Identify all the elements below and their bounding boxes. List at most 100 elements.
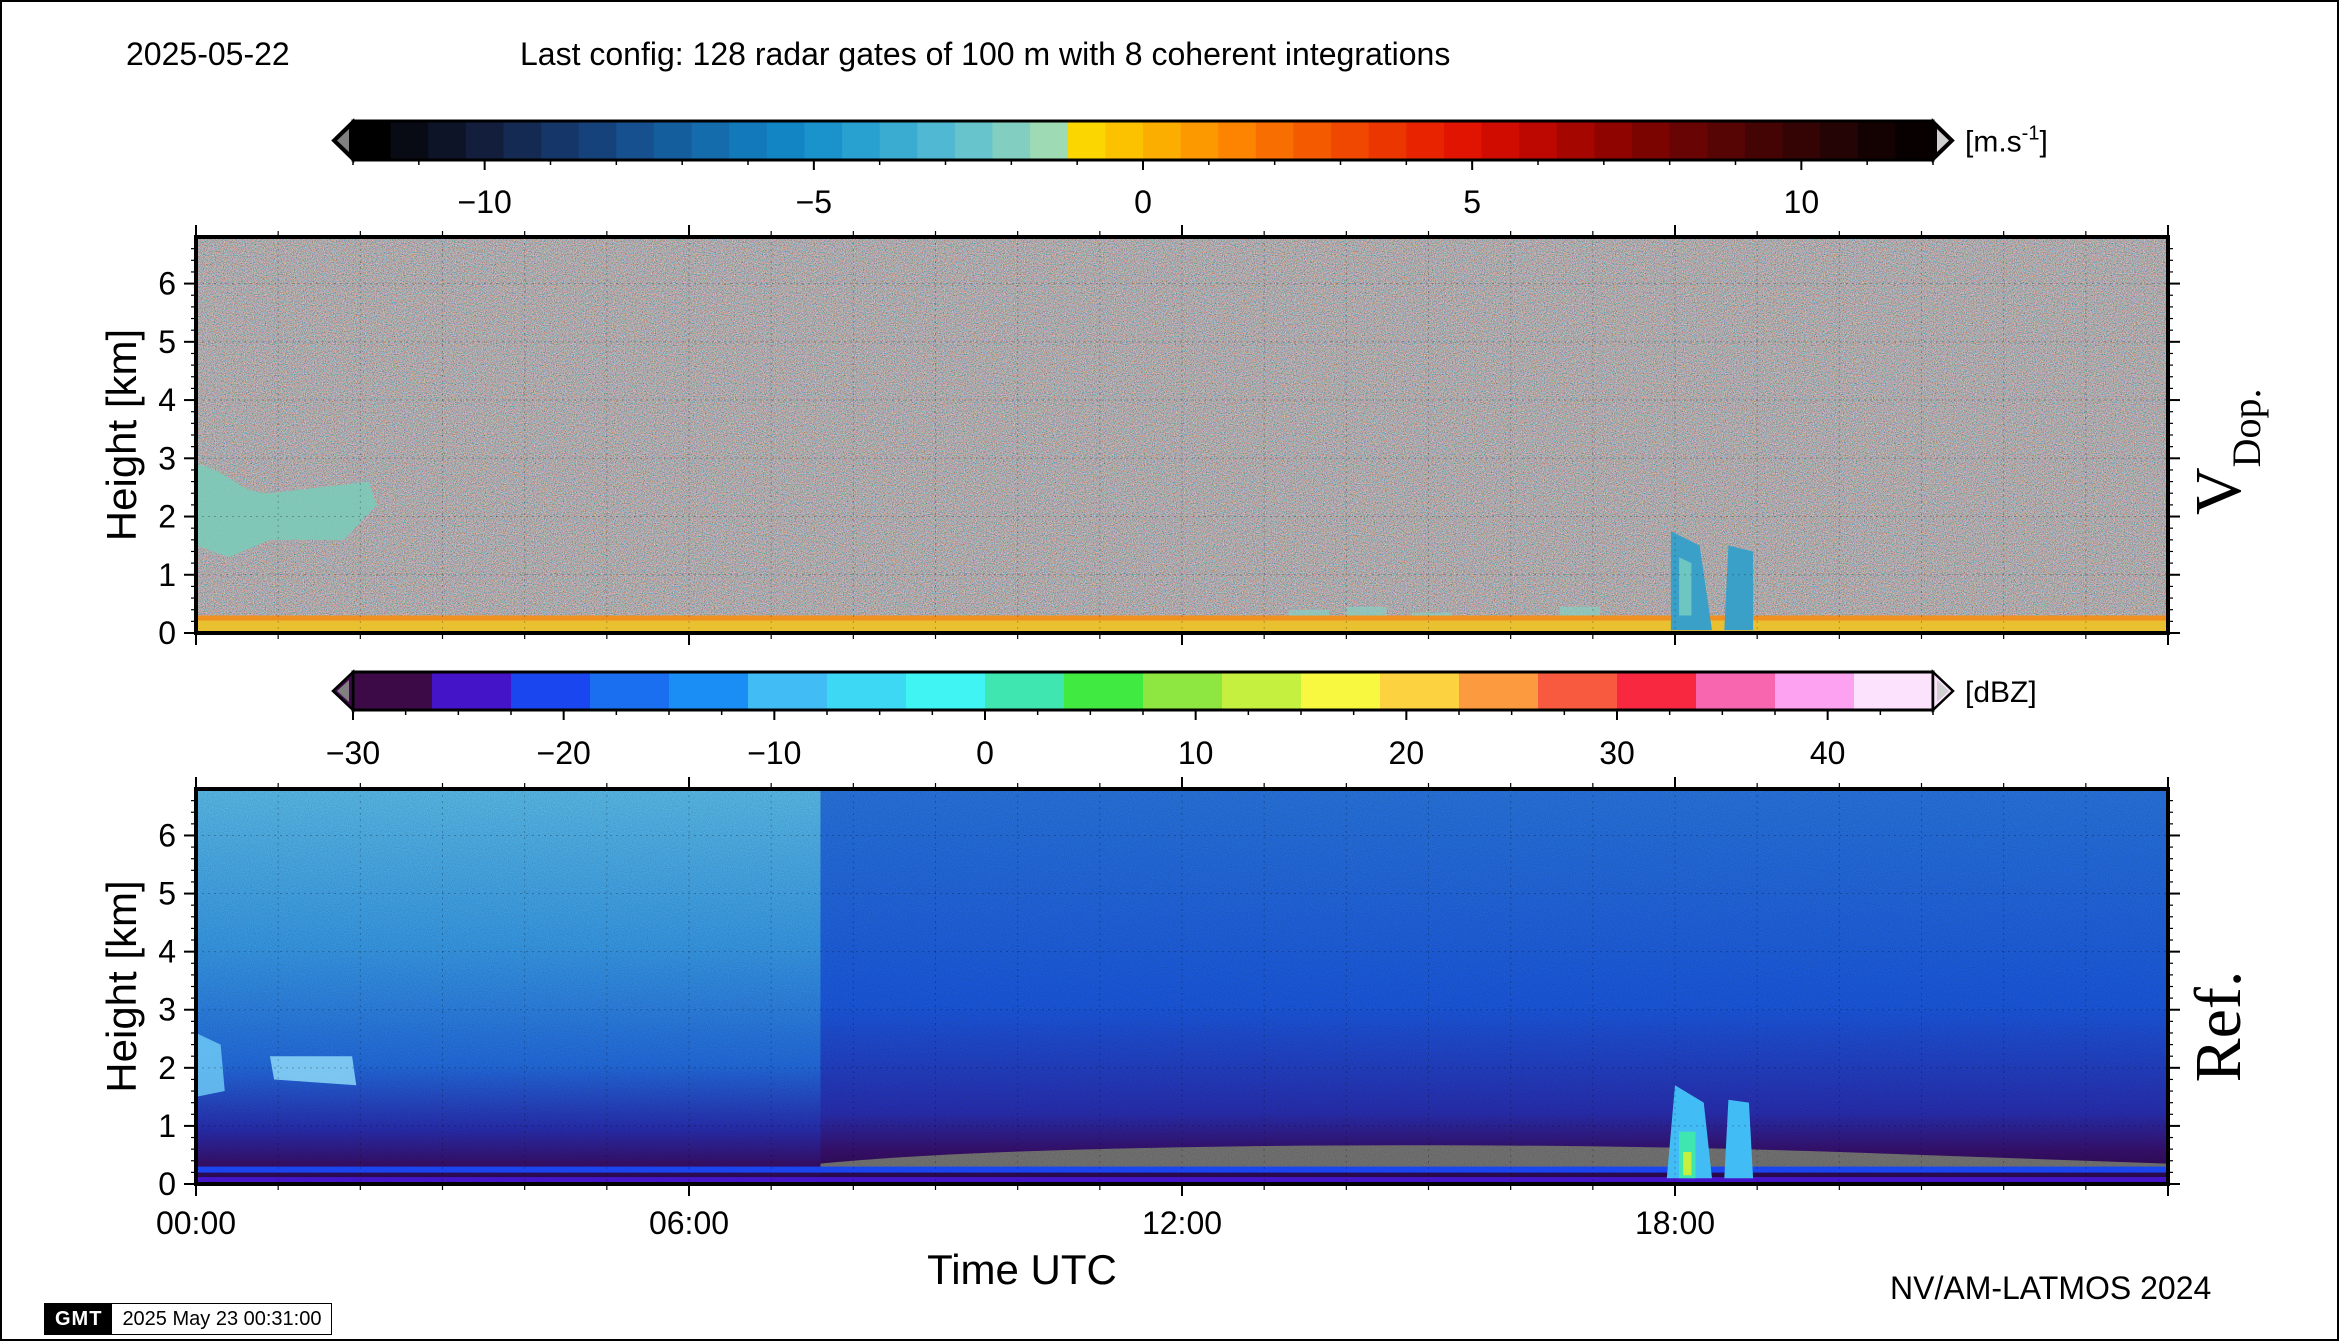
colorbar-swatch	[729, 121, 768, 160]
colorbar-swatch	[1775, 672, 1855, 710]
reflectivity-panel: 0 1 2 3 4 5 6 00:00 06:00 12:00 18:00 Time UTC Heigh…	[98, 777, 2255, 1293]
colorbar-swatch	[1707, 121, 1746, 160]
colorbar-swatch	[766, 121, 806, 160]
ref-cloud-morning-1	[196, 1032, 225, 1097]
doppler-low-echo	[1288, 609, 1329, 616]
panel-label-doppler: VDop.	[2182, 388, 2269, 515]
doppler-noise	[196, 237, 2168, 633]
colorbar-swatch	[1459, 672, 1539, 710]
colorbar-swatch	[1857, 121, 1896, 160]
y-axis-label: Height [km]	[98, 880, 145, 1092]
doppler-low-echo	[1559, 606, 1600, 616]
colorbar-swatch	[1443, 121, 1483, 160]
colorbar-swatch	[1105, 121, 1144, 160]
colorbar-swatch	[1218, 121, 1257, 160]
colorbar-swatch	[1669, 121, 1708, 160]
colorbar-unit: [dBZ]	[1965, 676, 2037, 709]
y-tick-label: 4	[158, 382, 176, 418]
colorbar-swatch	[748, 672, 828, 710]
colorbar-tick-label: −10	[458, 184, 512, 220]
colorbar-swatch	[804, 121, 843, 160]
y-tick-label: 3	[158, 992, 176, 1028]
colorbar-swatch	[1820, 121, 1859, 160]
colorbar-tick-label: 10	[1784, 184, 1820, 220]
colorbar-swatch	[1538, 672, 1618, 710]
doppler-cloud-evening-core	[1679, 557, 1692, 616]
colorbar-tick-label: −10	[747, 735, 801, 771]
gmt-logo-icon: GMT	[45, 1304, 113, 1334]
colorbar-high-arrow-fill	[1937, 129, 1949, 152]
doppler-low-echo	[1412, 612, 1453, 616]
colorbar-swatch	[1222, 672, 1302, 710]
y-tick-label: 1	[158, 557, 176, 593]
ref-cloud-evening-peak	[1683, 1152, 1692, 1176]
x-tick-label: 18:00	[1635, 1205, 1715, 1241]
colorbar-swatch	[1406, 121, 1445, 160]
colorbar-swatch	[1744, 121, 1784, 160]
colorbar-swatch	[1143, 672, 1223, 710]
ref-cloud-morning-2	[269, 1056, 357, 1086]
y-tick-label: 2	[158, 499, 176, 535]
x-tick-label: 12:00	[1142, 1205, 1222, 1241]
colorbar-swatch	[578, 121, 617, 160]
colorbar-swatch	[1180, 121, 1219, 160]
colorbar-swatch	[1143, 121, 1182, 160]
colorbar-swatch	[1380, 672, 1460, 710]
colorbar-unit: [m.s-1]	[1965, 123, 2048, 159]
y-tick-label: 6	[158, 266, 176, 302]
colorbar-swatch	[465, 121, 505, 160]
colorbar-swatch	[1368, 121, 1407, 160]
colorbar-unit-part: [dBZ]	[1965, 676, 2037, 709]
colorbar-swatch	[992, 121, 1031, 160]
colorbar-low-arrow-fill	[337, 129, 349, 152]
colorbar-tick-label: 30	[1599, 735, 1635, 771]
colorbar-swatch	[1854, 672, 1934, 710]
colorbar-swatch	[1556, 121, 1596, 160]
colorbar-swatch	[842, 121, 881, 160]
colorbar-swatch	[1632, 121, 1671, 160]
y-tick-label: 6	[158, 817, 176, 853]
colorbar-tick-label: 40	[1810, 735, 1846, 771]
colorbar-swatch	[1895, 121, 1934, 160]
doppler-low-echo	[1346, 606, 1387, 616]
gmt-timestamp: GMT 2025 May 23 00:31:00	[44, 1303, 333, 1335]
colorbar-swatch	[541, 121, 580, 160]
colorbar-swatch	[353, 672, 433, 710]
colorbar-swatch	[1067, 121, 1106, 160]
ref-ground-line-2	[196, 1177, 2168, 1184]
colorbar-tick-label: 10	[1178, 735, 1214, 771]
colorbar-swatch	[1255, 121, 1295, 160]
ref-ground-line	[196, 1166, 2168, 1173]
panel-label-ref: Ref.	[2182, 971, 2255, 1083]
colorbar-swatch	[827, 672, 907, 710]
colorbar-swatch	[432, 672, 512, 710]
colorbar-swatch	[1519, 121, 1558, 160]
colorbar-swatch	[1782, 121, 1821, 160]
y-tick-label: 0	[158, 615, 176, 651]
doppler-cloud-morning	[196, 464, 377, 558]
colorbar-swatch	[1617, 672, 1697, 710]
colorbar-unit-part: [m.s	[1965, 126, 2022, 159]
colorbar-swatch	[1481, 121, 1520, 160]
colorbar-swatch	[616, 121, 655, 160]
colorbar-swatch	[1301, 672, 1381, 710]
ref-cloud-evening-2	[1724, 1099, 1754, 1179]
y-tick-label: 0	[158, 1166, 176, 1202]
y-tick-label: 3	[158, 440, 176, 476]
colorbar-tick-label: −30	[326, 735, 380, 771]
colorbar-swatch	[691, 121, 730, 160]
panel-label-main: V	[2182, 467, 2255, 515]
reflectivity-colorbar: −30 −20 −10 0 10 20 30 40 [dBZ]	[326, 669, 2037, 771]
colorbar-swatch	[653, 121, 693, 160]
y-axis-label: Height [km]	[98, 329, 145, 541]
config-label: Last config: 128 radar gates of 100 m wi…	[520, 36, 1451, 72]
colorbar-swatch	[1030, 121, 1069, 160]
colorbar-swatch	[511, 672, 591, 710]
panel-label-sub: Dop.	[2224, 388, 2269, 467]
ground-echo-top	[196, 615, 2168, 621]
y-tick-label: 1	[158, 1108, 176, 1144]
x-tick-label: 06:00	[649, 1205, 729, 1241]
colorbar-swatch	[1594, 121, 1633, 160]
y-tick-label: 5	[158, 876, 176, 912]
doppler-cloud-evening-2	[1724, 545, 1754, 631]
